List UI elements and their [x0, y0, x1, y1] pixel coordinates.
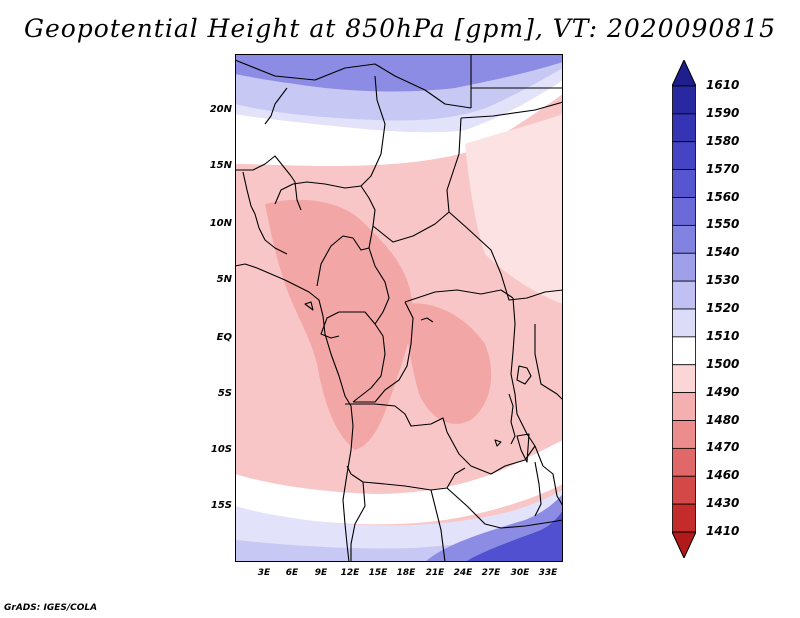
chart-title: Geopotential Height at 850hPa [gpm], VT:… [23, 14, 777, 43]
legend-color-box [672, 280, 696, 310]
legend-label: 1570 [706, 161, 740, 176]
map-panel [235, 54, 563, 562]
legend-color-box [672, 392, 696, 421]
lon-label-15e: 15E [368, 568, 388, 578]
lon-label-6e: 6E [285, 568, 299, 578]
legend-label: 1470 [706, 440, 740, 455]
lon-label-33e: 33E [538, 568, 558, 578]
legend-label: 1500 [706, 356, 740, 371]
north-deep-blue-region [235, 54, 563, 92]
lon-label-27e: 27E [481, 568, 501, 578]
height-field-layers [235, 54, 563, 562]
legend-color-box [672, 336, 696, 366]
legend-label: 1520 [706, 301, 740, 315]
legend-color-box [672, 141, 696, 171]
lat-label-15s: 15S [210, 500, 232, 511]
legend-label: 1490 [706, 384, 740, 399]
legend-color-box [672, 85, 696, 115]
map-border [235, 54, 563, 562]
legend-label: 1560 [706, 189, 740, 204]
lat-label-5s: 5S [217, 388, 232, 399]
legend-color-box [672, 308, 696, 338]
legend-color-box [672, 364, 696, 394]
grads-credit: GrADS: IGES/COLA [4, 603, 98, 613]
lat-label-10n: 10N [209, 218, 232, 229]
legend-label: 1590 [706, 105, 740, 120]
lon-label-30e: 30E [510, 568, 530, 578]
legend-color-box [672, 224, 696, 254]
country-borders [235, 54, 563, 562]
legend-top-triangle [672, 60, 696, 87]
legend-color-box [672, 420, 696, 449]
legend-label: 1540 [706, 245, 740, 260]
pink-central-east-region [405, 303, 492, 424]
legend-label: 1530 [706, 273, 740, 288]
south-white-band-region [235, 440, 563, 525]
legend-label: 1550 [706, 217, 740, 232]
legend-label: 1610 [706, 78, 740, 92]
lon-label-12e: 12E [340, 568, 360, 578]
geopotential-map [235, 54, 563, 562]
pale-pink-east-region [465, 114, 563, 304]
legend-color-box [672, 252, 696, 282]
lat-label-5n: 5N [216, 274, 232, 285]
south-deep-blue-region [465, 510, 563, 562]
legend-label: 1510 [706, 328, 740, 343]
lon-label-18e: 18E [396, 568, 416, 578]
lon-label-24e: 24E [453, 568, 473, 578]
legend-color-box [672, 475, 696, 505]
legend-color-box [672, 169, 696, 198]
lat-label-15n: 15N [209, 160, 232, 171]
lon-label-21e: 21E [425, 568, 445, 578]
legend-bottom-triangle [672, 531, 696, 558]
legend-label: 1430 [706, 496, 740, 511]
pink-central-west-region [265, 199, 413, 450]
legend-color-box [672, 113, 696, 143]
lat-label-eq: EQ [216, 332, 232, 343]
legend-label: 1480 [706, 412, 740, 427]
lon-label-3e: 3E [257, 568, 271, 578]
north-pale-blue-region [235, 68, 563, 133]
color-legend-bar [672, 60, 696, 558]
legend-color-box [672, 503, 696, 533]
legend-color-box [672, 447, 696, 477]
legend-label: 1410 [706, 524, 740, 538]
lat-label-10s: 10S [210, 444, 232, 455]
lat-label-20n: 20N [209, 104, 232, 115]
legend-label: 1580 [706, 133, 740, 148]
legend-label: 1460 [706, 468, 740, 483]
lon-label-9e: 9E [314, 568, 328, 578]
legend-color-box [672, 197, 696, 226]
